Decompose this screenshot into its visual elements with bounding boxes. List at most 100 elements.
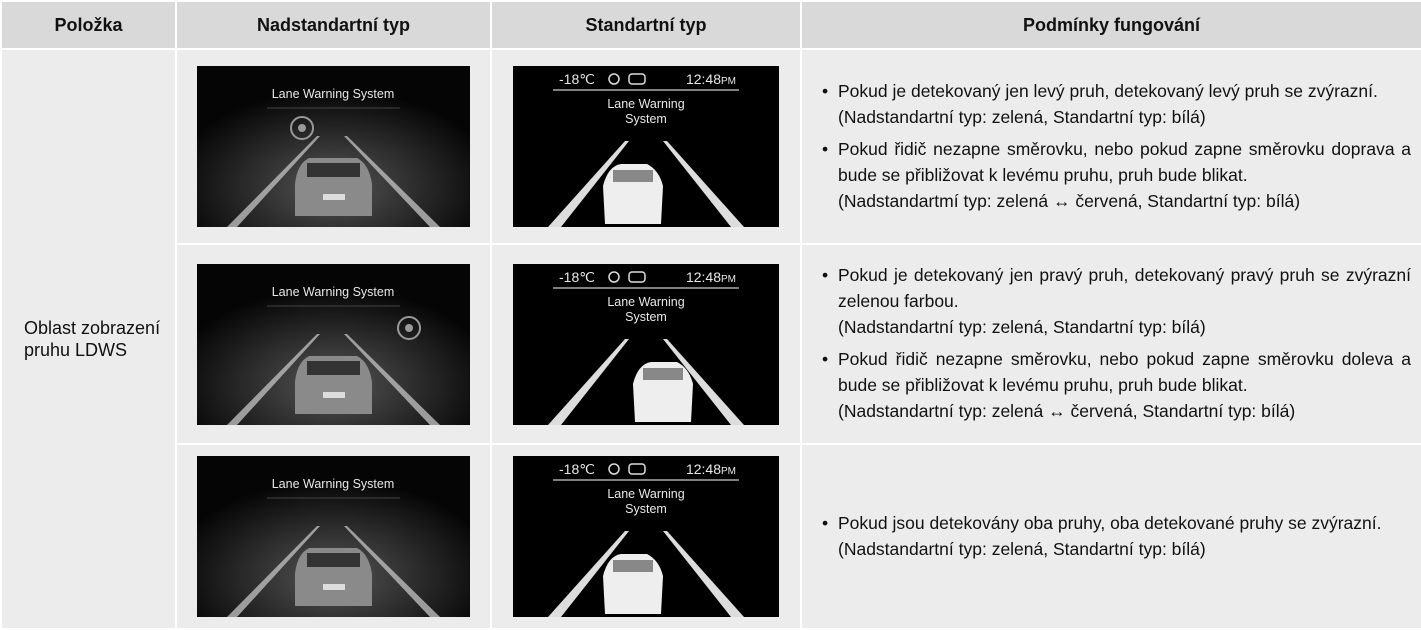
car-window <box>307 553 360 567</box>
premium-screen: Lane Warning System <box>197 456 470 617</box>
lane-right <box>344 333 440 425</box>
bullet: • Pokud řidič nezapne směrovku, nebo poku… <box>822 136 1411 214</box>
clock: 12:48PM <box>686 461 736 477</box>
row: Lane Warning System -18℃ 12:48PM Lane Warni… <box>1 443 1421 630</box>
steer-hub <box>298 124 306 132</box>
bullet-dot: • <box>822 349 829 369</box>
screen-label: Lane Warning <box>607 295 684 309</box>
screen-label: Lane Warning <box>607 487 684 501</box>
car-window <box>613 560 653 572</box>
car-window <box>307 163 360 177</box>
temp: -18℃ <box>559 269 595 285</box>
lane-left <box>227 526 320 617</box>
premium-cell: Lane Warning System <box>175 443 492 630</box>
bullet-dot: • <box>822 512 829 533</box>
lane-left <box>227 333 320 425</box>
screen-label: System <box>625 310 667 324</box>
snow-icon <box>608 463 620 475</box>
premium-cell: Lane Warning System <box>175 243 492 445</box>
premium-screen: Lane Warning System <box>197 263 470 425</box>
steer-hub <box>405 323 413 332</box>
clock: 12:48PM <box>686 269 736 285</box>
steer-icon <box>397 315 421 340</box>
car-plate <box>323 194 345 200</box>
bullet-note: (Nadstandartní typ: zelená, Standartní t… <box>838 317 1206 337</box>
header-cell: Podmínky fungování <box>800 0 1421 50</box>
bullet-body: Pokud řidič nezapne směrovku, nebo pokud… <box>838 136 1411 214</box>
snow-icon <box>608 270 620 283</box>
lane-right <box>663 141 744 227</box>
car-icon <box>628 73 646 85</box>
premium-screen: Lane Warning System <box>197 66 470 227</box>
bullet-note: (Nadstandartní typ: zelená ↔ červená, St… <box>838 401 1296 421</box>
lane-right <box>663 338 744 425</box>
car-window <box>307 360 360 375</box>
lane-left <box>548 141 629 227</box>
lane-right <box>663 531 744 617</box>
screen-label: System <box>625 112 667 126</box>
bullet-text: Pokud je detekovaný jen pravý pruh, dete… <box>838 265 1411 311</box>
header-row: Položka Nadstandartní typ Standartní typ Po… <box>0 0 1421 50</box>
conditions-cell: • Pokud jsou detekovány oba pruhy, oba de… <box>800 443 1421 630</box>
row: Oblast zobrazení pruhu LDWS Lane Warning … <box>0 48 1421 630</box>
meridiem: PM <box>721 76 736 87</box>
bullet-body: Pokud je detekovaný jen pravý pruh, dete… <box>838 262 1411 340</box>
bullet-note: (Nadstandartní typ: zelená, Standartní t… <box>838 106 1206 127</box>
row: Lane Warning System -18℃ 12:48PM Lane Warni… <box>1 243 1421 445</box>
meridiem: PM <box>721 274 736 285</box>
bullet-text: Pokud řidič nezapne směrovku, nebo pokud… <box>838 138 1411 185</box>
bullet: • Pokud je detekovaný jen pravý pruh, det… <box>822 262 1411 340</box>
time: 12:48 <box>686 269 721 285</box>
lane-right <box>344 136 440 227</box>
table-body: Oblast zobrazení pruhu LDWS Lane Warning … <box>0 48 1421 630</box>
temp: -18℃ <box>559 71 595 87</box>
steer-icon <box>290 116 314 140</box>
bullet-text: Pokud jsou detekovány oba pruhy, oba det… <box>838 512 1382 533</box>
bullet-dot: • <box>822 138 829 159</box>
conditions-cell: • Pokud je detekovaný jen pravý pruh, det… <box>800 243 1421 445</box>
screen-label: Lane Warning System <box>272 285 395 299</box>
premium-cell: Lane Warning System <box>175 48 492 245</box>
standard-cell: -18℃ 12:48PM Lane Warning System <box>490 443 802 630</box>
bullet-dot: • <box>822 265 829 285</box>
time: 12:48 <box>686 71 721 87</box>
bullet: • Pokud jsou detekovány oba pruhy, oba de… <box>822 510 1411 562</box>
time: 12:48 <box>686 461 721 477</box>
temp: -18℃ <box>559 461 595 477</box>
header-cell: Standartní typ <box>490 0 802 50</box>
lane-left <box>227 136 320 227</box>
conditions-cell: • Pokud je detekovaný jen levý pruh, dete… <box>800 48 1421 245</box>
header-cell: Položka <box>0 0 177 50</box>
bullet-text: Pokud řidič nezapne směrovku, nebo pokud… <box>838 349 1411 395</box>
lane-right <box>344 526 440 617</box>
car-plate <box>323 584 345 590</box>
bullet: • Pokud je detekovaný jen levý pruh, dete… <box>822 78 1411 130</box>
car-icon <box>628 270 646 283</box>
screen-label: Lane Warning System <box>272 87 395 101</box>
bullet-body: Pokud je detekovaný jen levý pruh, detek… <box>838 78 1378 130</box>
bullet-body: Pokud jsou detekovány oba pruhy, oba det… <box>838 510 1382 562</box>
header-cell: Nadstandartní typ <box>175 0 492 50</box>
clock: 12:48PM <box>686 71 736 87</box>
screen-label: Lane Warning System <box>272 477 395 491</box>
car-icon <box>628 463 646 475</box>
bullet-note: (Nadstandartní typ: zelená, Standartní t… <box>838 538 1206 559</box>
screen-label: System <box>625 502 667 516</box>
meridiem: PM <box>721 466 736 477</box>
lane-left <box>548 531 629 617</box>
snow-icon <box>608 73 620 85</box>
lane-left <box>548 338 629 425</box>
bullet-body: Pokud řidič nezapne směrovku, nebo pokud… <box>838 346 1411 424</box>
item-cell: Oblast zobrazení pruhu LDWS <box>0 48 177 630</box>
car-window <box>643 367 683 380</box>
car-plate <box>323 391 345 398</box>
car-window <box>613 170 653 182</box>
standard-cell: -18℃ 12:48PM Lane Warning System <box>490 243 802 445</box>
bullet-text: Pokud je detekovaný jen levý pruh, detek… <box>838 80 1378 101</box>
bullet: • Pokud řidič nezapne směrovku, nebo poku… <box>822 346 1411 424</box>
